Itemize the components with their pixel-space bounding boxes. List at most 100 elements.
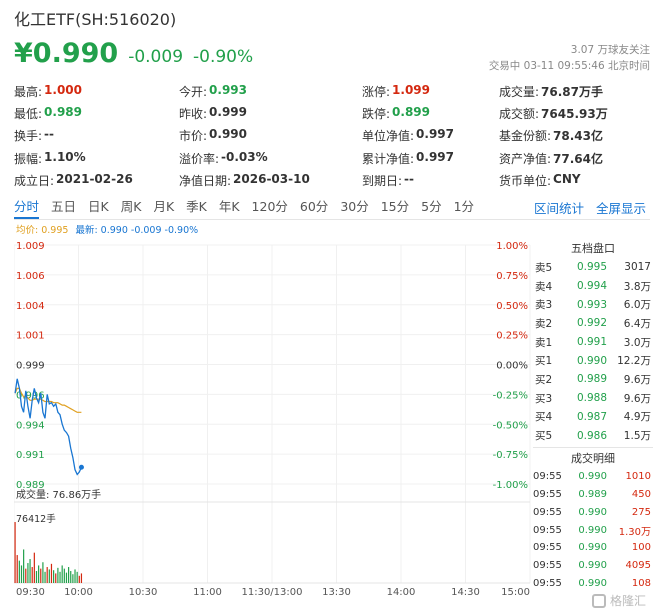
order-book-vol: 3.0万: [623, 336, 651, 349]
intraday-chart[interactable]: 1.009 1.006 1.004 1.001 0.999 0.996 0.994 0.991…: [13, 236, 532, 598]
stat-value: CNY: [553, 171, 581, 186]
stat-value: 7645.93万: [541, 106, 608, 121]
trade-row: 09:55 0.990 100: [533, 539, 653, 557]
tab-3[interactable]: 周K: [120, 198, 142, 214]
stat-cell: 成立日: 2021-02-26: [14, 172, 179, 189]
order-book-label: 卖3: [535, 299, 553, 312]
order-book-row: 卖5 0.995 3017: [533, 258, 653, 277]
price-change: -0.009: [128, 47, 184, 67]
stat-label: 最低:: [14, 106, 43, 121]
logo-icon: [591, 593, 606, 608]
stat-cell: 市价: 0.990: [179, 127, 362, 144]
tab-1[interactable]: 五日: [51, 198, 77, 214]
volume-bar: [23, 549, 25, 583]
stat-cell: 到期日: --: [362, 172, 499, 189]
stat-label: 换手:: [14, 129, 43, 144]
tab-11[interactable]: 5分: [421, 198, 442, 214]
x-tick: 10:00: [64, 587, 93, 596]
stat-cell: 累计净值: 0.997: [362, 150, 499, 167]
order-book-row: 卖1 0.991 3.0万: [533, 333, 653, 352]
stat-cell: 今开: 0.993: [179, 83, 362, 100]
volume-bar: [67, 567, 70, 583]
tab-2[interactable]: 日K: [88, 198, 109, 214]
tab-9[interactable]: 30分: [340, 198, 369, 214]
y-right-tick: 0.25%: [496, 331, 528, 342]
stat-cell: 换手: --: [14, 127, 179, 144]
tab-0[interactable]: 分时: [14, 196, 40, 219]
stat-value: 2021-02-26: [56, 171, 133, 186]
order-book: 卖5 0.995 3017 卖4 0.994 3.8万 卖3 0.993 6.0万 卖2 0.992…: [533, 258, 653, 445]
trade-row: 09:55 0.990 1.30万: [533, 521, 653, 539]
order-book-price: 0.991: [576, 336, 607, 349]
order-book-price: 0.992: [576, 317, 607, 330]
order-book-label: 卖5: [535, 261, 553, 274]
range-stats-link[interactable]: 区间统计: [533, 201, 584, 216]
volume-bar: [74, 569, 76, 583]
volume-bar: [53, 570, 55, 583]
panel-divider: [533, 446, 653, 448]
order-book-row: 卖3 0.993 6.0万: [533, 295, 653, 314]
volume-bar: [20, 565, 23, 583]
order-book-vol: 6.4万: [623, 317, 651, 330]
stats-row: 换手: -- 市价: 0.990 单位净值: 0.997 基金份额: 78.43亿: [14, 125, 644, 147]
stat-label: 市价:: [179, 129, 208, 144]
chart-tabs: 分时 五日 日K 周K 月K 季K 年K 120分 60分 30分 15分 5分 1分 区间统计 全屏显示: [14, 196, 650, 219]
order-book-price: 0.994: [576, 280, 607, 293]
tab-7[interactable]: 120分: [251, 198, 288, 214]
trades-list: 09:55 0.990 1010 09:55 0.989 450 09:55 0.990 275…: [533, 468, 653, 593]
trade-row: 09:55 0.990 4095: [533, 557, 653, 575]
stat-value: 0.993: [209, 82, 248, 97]
trade-price: 0.990: [578, 560, 607, 572]
chart-svg[interactable]: 1.009 1.006 1.004 1.001 0.999 0.996 0.994 0.991…: [13, 236, 532, 598]
order-book-row: 买4 0.987 4.9万: [533, 408, 653, 427]
x-tick: 11:00: [193, 587, 222, 596]
volume-bar: [16, 555, 18, 583]
stats-row: 最高: 1.000 今开: 0.993 涨停: 1.099 成交量: 76.87万手: [14, 80, 644, 102]
order-book-row: 买5 0.986 1.5万: [533, 426, 653, 445]
y-left-tick: 0.996: [16, 390, 45, 401]
stat-label: 涨停:: [362, 84, 391, 99]
volume-bar: [59, 571, 61, 583]
trades-title: 成交明细: [571, 451, 615, 465]
order-book-price: 0.990: [576, 354, 607, 367]
tab-5[interactable]: 季K: [186, 198, 207, 214]
y-left-tick: 0.994: [16, 420, 45, 431]
latest-point: [78, 464, 84, 470]
trade-row: 09:55 0.990 1010: [533, 468, 653, 486]
order-book-row: 卖2 0.992 6.4万: [533, 314, 653, 333]
tab-12[interactable]: 1分: [453, 198, 475, 214]
chart-legend: 均价: 0.995 最新: 0.990 -0.009 -0.90%: [16, 222, 198, 236]
stock-title: 化工ETF(SH:516020): [14, 10, 177, 29]
stat-cell: 单位净值: 0.997: [362, 127, 499, 144]
y-right-tick: 1.00%: [496, 241, 528, 252]
tab-10[interactable]: 15分: [380, 198, 410, 214]
x-tick: 09:30: [16, 587, 45, 596]
header: 化工ETF(SH:516020): [14, 6, 176, 30]
stat-cell: 溢价率: -0.03%: [179, 150, 362, 167]
volume-bar: [61, 565, 63, 583]
x-tick: 13:30: [322, 587, 351, 596]
tab-6[interactable]: 年K: [218, 198, 240, 214]
stat-cell: 跌停: 0.899: [362, 105, 499, 122]
tab-8[interactable]: 60分: [299, 198, 329, 214]
trade-time: 09:55: [533, 489, 562, 501]
trade-vol: 4095: [625, 560, 651, 572]
volume-bar: [46, 567, 48, 583]
fullscreen-link[interactable]: 全屏显示: [595, 201, 646, 216]
stat-value: --: [404, 171, 415, 186]
followers-count[interactable]: 3.07 万球友关注: [570, 44, 650, 56]
stat-value: 1.099: [392, 82, 431, 97]
order-book-label: 买3: [535, 392, 553, 405]
order-book-label: 卖4: [535, 280, 553, 293]
divider: [14, 219, 650, 220]
tab-4[interactable]: 月K: [153, 198, 175, 214]
y-right-tick: 0.75%: [496, 271, 528, 282]
stat-cell: 涨停: 1.099: [362, 83, 499, 100]
order-book-title: 五档盘口: [571, 242, 615, 255]
legend-latest: 最新: 0.990 -0.009 -0.90%: [75, 225, 199, 236]
stat-value: 76.87万手: [541, 84, 604, 99]
trade-time: 09:55: [533, 506, 562, 518]
stat-value: 0.989: [44, 104, 83, 119]
series-latest-line: [14, 378, 82, 476]
volume-bar: [57, 567, 59, 583]
